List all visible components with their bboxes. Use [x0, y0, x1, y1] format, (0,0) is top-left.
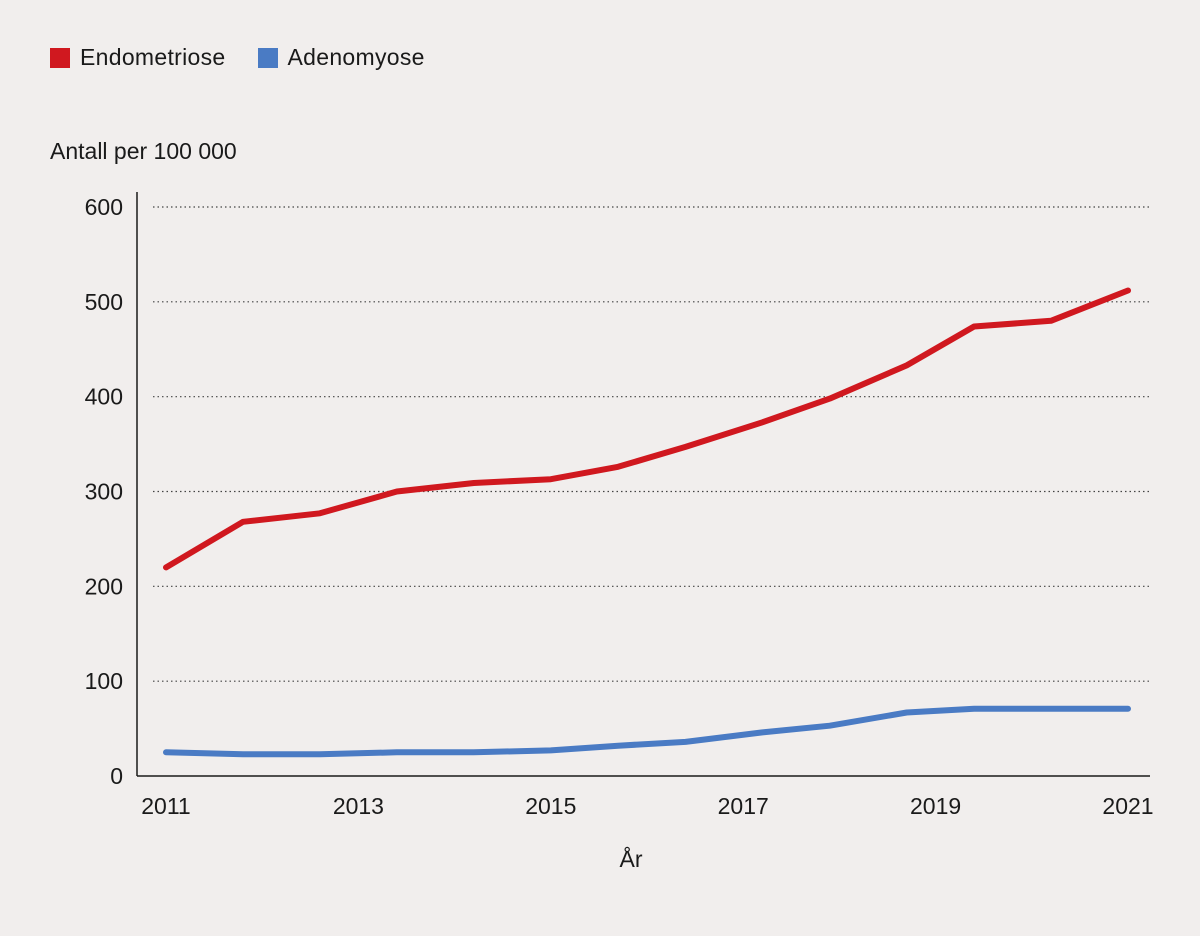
series-line-endometriose — [163, 287, 1131, 571]
legend-swatch-endometriose — [50, 47, 70, 68]
y-tick-label: 600 — [85, 194, 123, 220]
legend-item-adenomyose: Adenomyose — [257, 44, 425, 71]
y-tick-label: 400 — [85, 384, 123, 410]
x-tick-label: 2015 — [525, 793, 576, 819]
legend-swatch-adenomyose — [257, 47, 278, 68]
x-axis-label: År — [619, 846, 643, 872]
x-tick-label: 2017 — [718, 793, 769, 819]
x-tick-label: 2021 — [1102, 793, 1153, 819]
series-line-adenomyose — [163, 705, 1131, 758]
y-tick-label: 100 — [85, 668, 123, 694]
legend-item-endometriose: Endometriose — [50, 44, 226, 71]
y-tick-label: 200 — [85, 573, 123, 599]
y-tick-label: 0 — [110, 763, 123, 789]
legend-label-adenomyose: Adenomyose — [287, 44, 425, 70]
x-tick-label: 2011 — [141, 793, 190, 819]
x-tick-label: 2013 — [333, 793, 384, 819]
x-tick-label: 2019 — [910, 793, 961, 819]
y-tick-label: 300 — [85, 479, 123, 505]
y-axis-label: Antall per 100 000 — [50, 138, 237, 164]
legend-label-endometriose: Endometriose — [80, 44, 226, 70]
y-tick-label: 500 — [85, 289, 123, 315]
legend: Endometriose Adenomyose — [50, 44, 457, 71]
